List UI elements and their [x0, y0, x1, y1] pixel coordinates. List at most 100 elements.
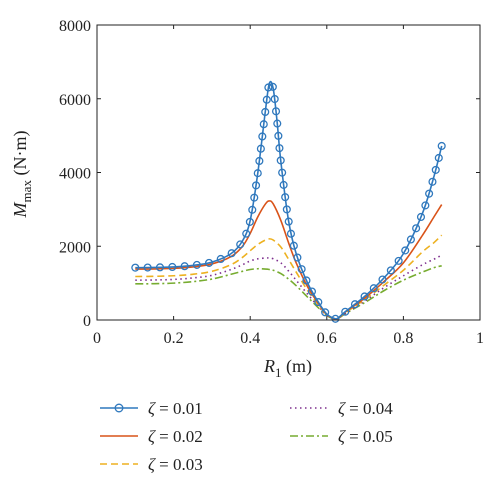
series-1-marker — [281, 193, 290, 202]
series-1-marker — [250, 193, 259, 202]
series-1-marker — [307, 287, 317, 296]
series-1-marker — [369, 284, 378, 293]
series-1-marker — [378, 275, 387, 284]
series-1 — [131, 80, 446, 323]
series-1-marker — [321, 308, 330, 317]
series-1-marker — [216, 254, 225, 264]
series-1-marker — [360, 292, 369, 301]
series-1-marker — [256, 144, 265, 153]
y-axis-label-unit: (N·m) — [10, 131, 31, 180]
legend-label: ζ = 0.01 — [148, 399, 203, 418]
series-1-marker — [386, 266, 395, 275]
series-1-marker — [259, 120, 268, 129]
series-5 — [135, 265, 442, 321]
x-tick-label: 0.8 — [393, 330, 413, 347]
y-tick-label: 4000 — [59, 166, 91, 183]
series-1-marker — [274, 131, 283, 140]
series-1-marker — [279, 180, 288, 189]
series-1-marker — [302, 276, 311, 285]
series-1-marker — [205, 258, 214, 267]
series-1-marker — [278, 168, 287, 177]
series-3-line — [135, 234, 443, 320]
series-1-marker — [168, 262, 177, 272]
series-1-marker — [268, 82, 277, 91]
x-axis-label: R1 (m) — [263, 356, 312, 380]
legend-label: ζ = 0.05 — [338, 427, 393, 446]
series-1-marker — [394, 256, 403, 265]
series-1-marker — [314, 298, 323, 307]
series-1-line — [135, 80, 443, 320]
legend-item-3: ζ = 0.03 — [100, 455, 203, 474]
series-1-marker — [131, 263, 140, 272]
legend-item-4: ζ = 0.04 — [290, 399, 393, 418]
series-1-marker — [245, 217, 254, 226]
legend-label: ζ = 0.04 — [338, 399, 393, 418]
series-1-marker — [273, 119, 282, 128]
series-1-marker — [155, 263, 165, 272]
series-1-marker — [401, 246, 410, 255]
series-1-marker — [248, 205, 257, 214]
series-1-marker — [284, 217, 293, 226]
series-1-marker — [264, 83, 273, 92]
x-tick-label: 0.6 — [317, 330, 337, 347]
series-4 — [135, 254, 443, 321]
y-axis-label-main: M — [10, 201, 30, 218]
legend-label: ζ = 0.03 — [148, 455, 203, 474]
x-axis-label-unit: (m) — [282, 356, 313, 377]
series-1-marker — [258, 132, 267, 141]
axis-ticks: 0 0.2 0.4 0.6 0.8 1 0 2000 4000 6000 8000 — [59, 18, 484, 347]
series-1-marker — [428, 177, 437, 186]
series-1-marker — [297, 265, 306, 274]
series-1-marker — [431, 165, 440, 174]
series-1-marker — [293, 253, 302, 262]
series-1-marker — [282, 205, 291, 214]
series-1-marker — [341, 307, 350, 316]
y-tick-label: 8000 — [59, 18, 91, 35]
legend-item-2: ζ = 0.02 — [100, 427, 203, 446]
series-4-line — [135, 254, 443, 321]
series-1-marker — [416, 212, 426, 222]
x-axis-label-main: R — [263, 356, 275, 376]
legend-label: ζ = 0.02 — [148, 427, 203, 446]
legend-item-1: ζ = 0.01 — [100, 399, 203, 418]
x-axis-label-sub: 1 — [275, 365, 282, 380]
series-1-marker — [270, 94, 279, 104]
series-2-line — [135, 200, 443, 321]
y-tick-label: 0 — [83, 313, 91, 330]
series-5-line — [135, 265, 442, 321]
series-1-marker — [227, 249, 236, 258]
x-tick-label: 1 — [476, 330, 484, 347]
series-1-marker — [289, 241, 298, 250]
axes-frame — [96, 24, 481, 321]
series-1-marker — [425, 189, 434, 198]
y-axis-label: Mmax (N·m) — [10, 131, 34, 219]
y-tick-label: 6000 — [59, 92, 91, 109]
series-1-marker — [275, 144, 284, 153]
series-1-marker — [143, 263, 152, 272]
series-2 — [135, 200, 443, 321]
series-1-marker — [434, 153, 443, 162]
series-1-marker — [180, 262, 189, 271]
plot-series — [131, 80, 446, 323]
x-tick-label: 0 — [93, 330, 101, 347]
series-1-marker — [253, 169, 262, 178]
legend-marker — [114, 403, 124, 413]
series-1-marker — [406, 235, 415, 244]
legend-item-5: ζ = 0.05 — [290, 427, 393, 446]
series-3 — [135, 234, 443, 320]
series-1-marker — [286, 229, 295, 238]
series-1-marker — [421, 201, 430, 210]
series-1-marker — [262, 95, 271, 104]
series-1-marker — [242, 229, 251, 238]
series-1-marker — [271, 107, 281, 116]
series-1-marker — [350, 300, 360, 309]
series-1-marker — [331, 314, 340, 323]
y-tick-label: 2000 — [59, 239, 91, 256]
series-1-marker — [437, 141, 446, 151]
series-1-marker — [412, 224, 421, 233]
legend: ζ = 0.01 ζ = 0.02 ζ = 0.03 ζ = 0.04 ζ = 0.05 — [100, 399, 393, 474]
series-1-marker — [236, 240, 245, 249]
series-1-marker — [255, 156, 264, 166]
x-tick-label: 0.2 — [164, 330, 184, 347]
